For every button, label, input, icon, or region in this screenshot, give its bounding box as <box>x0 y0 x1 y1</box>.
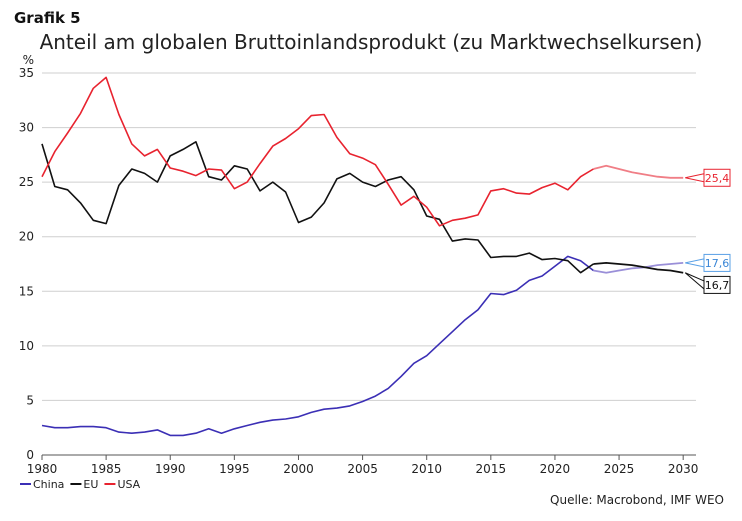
x-tick-label: 2030 <box>668 462 699 476</box>
callout-box-eu <box>703 275 731 294</box>
x-tick-label: 1980 <box>27 462 58 476</box>
figure-label: Grafik 5 <box>14 9 81 27</box>
y-tick-label: 0 <box>26 448 34 462</box>
y-tick-label: 20 <box>19 230 34 244</box>
series-lines <box>41 76 684 437</box>
callout-pointer-china <box>685 258 705 268</box>
source-note: Quelle: Macrobond, IMF WEO <box>550 493 724 507</box>
x-tick-label: 2005 <box>347 462 378 476</box>
y-tick-label: 35 <box>19 66 34 80</box>
y-tick-label: 15 <box>19 284 34 298</box>
legend: China EU USA <box>20 478 141 491</box>
x-tick-label: 1985 <box>91 462 122 476</box>
series-forecast-eu <box>593 261 684 274</box>
series-line-eu <box>41 141 594 274</box>
end-value-label-china: 17,6 <box>705 257 730 270</box>
end-value-label-eu: 16,7 <box>705 279 730 292</box>
y-tick-label: 30 <box>19 121 34 135</box>
x-tick-label: 1995 <box>219 462 250 476</box>
series-line-china <box>41 255 594 437</box>
x-tick-label: 2000 <box>283 462 314 476</box>
legend-label-china: China <box>33 478 64 491</box>
y-tick-label: 25 <box>19 175 34 189</box>
x-tick-label: 2015 <box>476 462 507 476</box>
legend-label-eu: EU <box>83 478 98 491</box>
y-tick-label: 5 <box>26 393 34 407</box>
series-forecast-china <box>593 262 684 274</box>
legend-label-usa: USA <box>117 478 140 491</box>
callout-pointer-eu <box>684 272 705 290</box>
y-tick-label: 10 <box>19 339 34 353</box>
end-value-label-usa: 25,4 <box>705 172 730 185</box>
series-forecast-usa <box>593 164 684 179</box>
x-tick-label: 2010 <box>411 462 442 476</box>
gridlines <box>42 72 696 456</box>
callout-box-usa <box>703 168 731 187</box>
chart-title: Anteil am globalen Bruttoinlandsprodukt … <box>39 30 703 54</box>
end-value-labels: 25,4 17,6 16,7 <box>684 168 731 294</box>
y-axis-unit: % <box>23 53 34 67</box>
x-tick-label: 1990 <box>155 462 186 476</box>
x-tick-label: 2020 <box>540 462 571 476</box>
callout-pointer-usa <box>685 173 705 183</box>
callout-box-china <box>703 253 731 272</box>
x-tick-label: 2025 <box>604 462 635 476</box>
series-line-usa <box>41 76 594 227</box>
